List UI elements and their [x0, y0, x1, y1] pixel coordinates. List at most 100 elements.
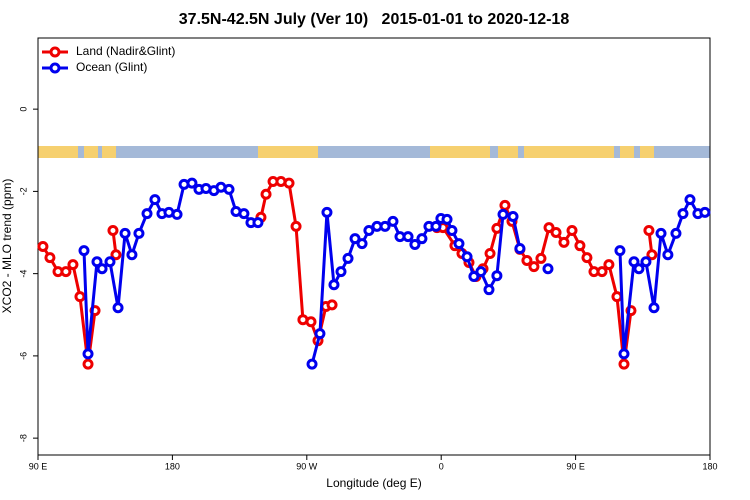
data-point	[67, 259, 79, 271]
y-tick-label: 0	[18, 107, 28, 112]
data-point	[133, 227, 145, 239]
data-point	[468, 271, 480, 283]
x-tick-label: 0	[439, 461, 444, 471]
x-axis-label: Longitude (deg E)	[326, 476, 421, 490]
data-point	[349, 233, 361, 245]
data-point	[60, 266, 72, 278]
data-point	[499, 199, 511, 211]
data-point	[558, 236, 570, 248]
data-point	[633, 263, 645, 275]
data-point	[441, 213, 453, 225]
data-point	[677, 208, 689, 220]
data-point	[387, 215, 399, 227]
data-point	[78, 245, 90, 257]
x-tick-label: 180	[702, 461, 717, 471]
data-point	[521, 254, 533, 266]
x-tick-label: 180	[165, 461, 180, 471]
data-point	[648, 302, 660, 314]
y-tick-label: -8	[18, 434, 28, 442]
data-point	[314, 328, 326, 340]
data-point	[581, 252, 593, 264]
data-point	[252, 217, 264, 229]
data-point	[528, 261, 540, 273]
y-tick-label: -6	[18, 352, 28, 360]
data-point	[655, 227, 667, 239]
data-point	[618, 348, 630, 360]
data-point	[507, 210, 519, 222]
y-tick-label: -4	[18, 270, 28, 278]
data-point	[611, 291, 623, 303]
data-point	[328, 279, 340, 291]
data-point	[497, 208, 509, 220]
data-point	[44, 252, 56, 264]
data-point	[74, 291, 86, 303]
data-point	[475, 266, 487, 278]
data-point	[171, 208, 183, 220]
data-point	[646, 249, 658, 261]
data-point	[356, 238, 368, 250]
data-point	[260, 188, 272, 200]
data-point	[305, 316, 317, 328]
data-point	[112, 302, 124, 314]
y-tick-label: -2	[18, 187, 28, 195]
data-point	[321, 206, 333, 218]
data-point	[306, 358, 318, 370]
data-point	[82, 348, 94, 360]
data-point	[91, 256, 103, 268]
data-point	[699, 206, 711, 218]
data-point	[618, 358, 630, 370]
plot-frame	[37, 37, 711, 456]
data-point	[238, 208, 250, 220]
legend-label: Land (Nadir&Glint)	[76, 44, 175, 58]
data-point	[453, 238, 465, 250]
chart-title: 37.5N-42.5N July (Ver 10) 2015-01-01 to …	[179, 11, 570, 28]
legend-label: Ocean (Glint)	[76, 60, 147, 74]
x-tick-label: 90 E	[566, 461, 585, 471]
data-point	[662, 249, 674, 261]
data-point	[107, 224, 119, 236]
data-point	[223, 183, 235, 195]
data-point	[542, 263, 554, 275]
data-point	[96, 263, 108, 275]
x-tick-label: 90 E	[29, 461, 48, 471]
data-point	[326, 299, 338, 311]
data-point	[550, 227, 562, 239]
data-point	[640, 256, 652, 268]
data-point	[290, 220, 302, 232]
data-point	[670, 227, 682, 239]
data-point	[684, 194, 696, 206]
data-point	[643, 224, 655, 236]
legend-marker	[49, 62, 61, 74]
data-point	[491, 270, 503, 282]
data-point	[416, 233, 428, 245]
data-point	[335, 266, 347, 278]
legend-marker	[49, 46, 61, 58]
data-point	[484, 247, 496, 259]
data-point	[119, 227, 131, 239]
data-point	[491, 222, 503, 234]
data-point	[566, 224, 578, 236]
data-point	[126, 249, 138, 261]
data-point	[379, 220, 391, 232]
data-point	[104, 256, 116, 268]
data-point	[483, 284, 495, 296]
series-line	[41, 180, 654, 366]
data-point	[342, 252, 354, 264]
data-point	[409, 238, 421, 250]
data-point	[461, 251, 473, 263]
data-point	[514, 243, 526, 255]
data-point	[614, 245, 626, 257]
data-point	[446, 224, 458, 236]
data-point	[149, 194, 161, 206]
data-point	[402, 231, 414, 243]
data-point	[596, 266, 608, 278]
x-tick-label: 90 W	[296, 461, 318, 471]
data-point	[37, 241, 49, 252]
data-point	[543, 222, 555, 234]
data-point	[141, 208, 153, 220]
land-ocean-strip	[38, 146, 710, 158]
data-point	[363, 224, 375, 236]
data-point	[110, 249, 122, 261]
data-point	[82, 358, 94, 370]
